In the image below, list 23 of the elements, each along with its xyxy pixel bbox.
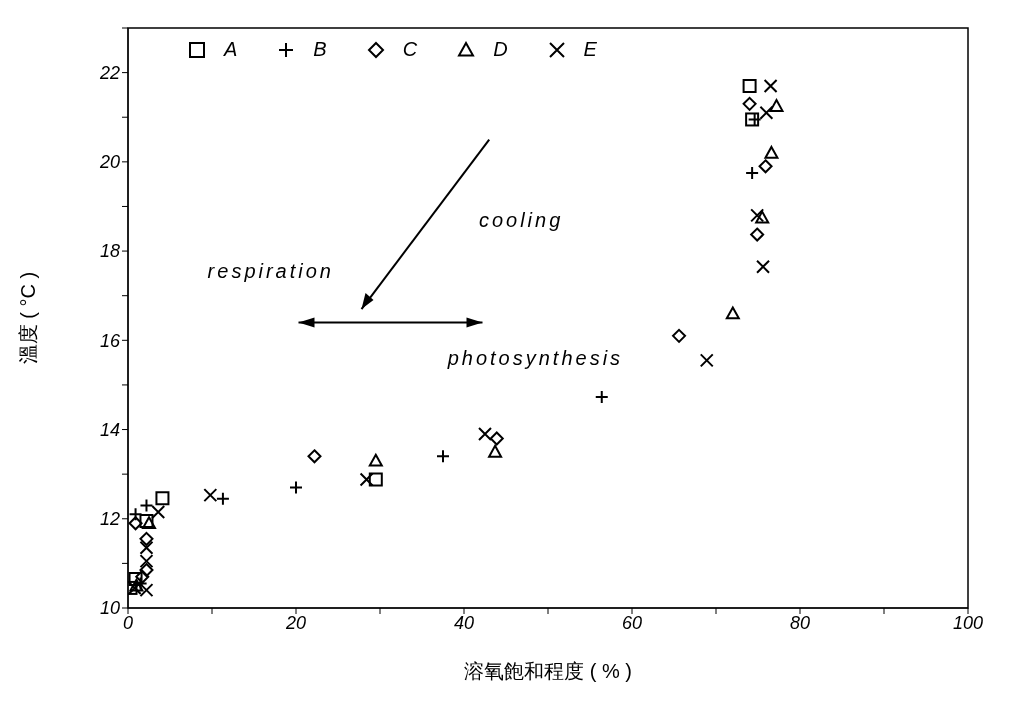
x-tick-label: 100 — [952, 612, 984, 633]
annotation: photosynthesis — [446, 346, 624, 369]
legend-label: D — [493, 38, 508, 61]
legend-label: B — [313, 38, 327, 61]
y-tick-label: 22 — [98, 63, 120, 84]
x-tick-label: 80 — [789, 612, 811, 633]
y-tick-label: 10 — [99, 598, 120, 619]
x-tick-label: 0 — [122, 612, 134, 633]
legend-label: A — [224, 38, 238, 61]
x-tick-label: 20 — [284, 612, 307, 633]
y-tick-label: 14 — [99, 419, 120, 440]
y-tick-label: 20 — [98, 152, 120, 173]
y-tick-label: 16 — [99, 330, 121, 351]
y-tick-label: 12 — [99, 509, 120, 530]
annotation: cooling — [478, 208, 564, 231]
legend-label: C — [402, 38, 418, 61]
annotation: respiration — [207, 259, 334, 282]
x-tick-label: 60 — [621, 612, 643, 633]
y-tick-label: 18 — [99, 241, 120, 262]
legend-label: E — [583, 38, 597, 61]
x-tick-label: 40 — [453, 612, 475, 633]
y-axis-title: 溫度 ( °C ) — [17, 271, 40, 365]
x-axis-title: 溶氧飽和程度 ( % ) — [464, 660, 632, 682]
